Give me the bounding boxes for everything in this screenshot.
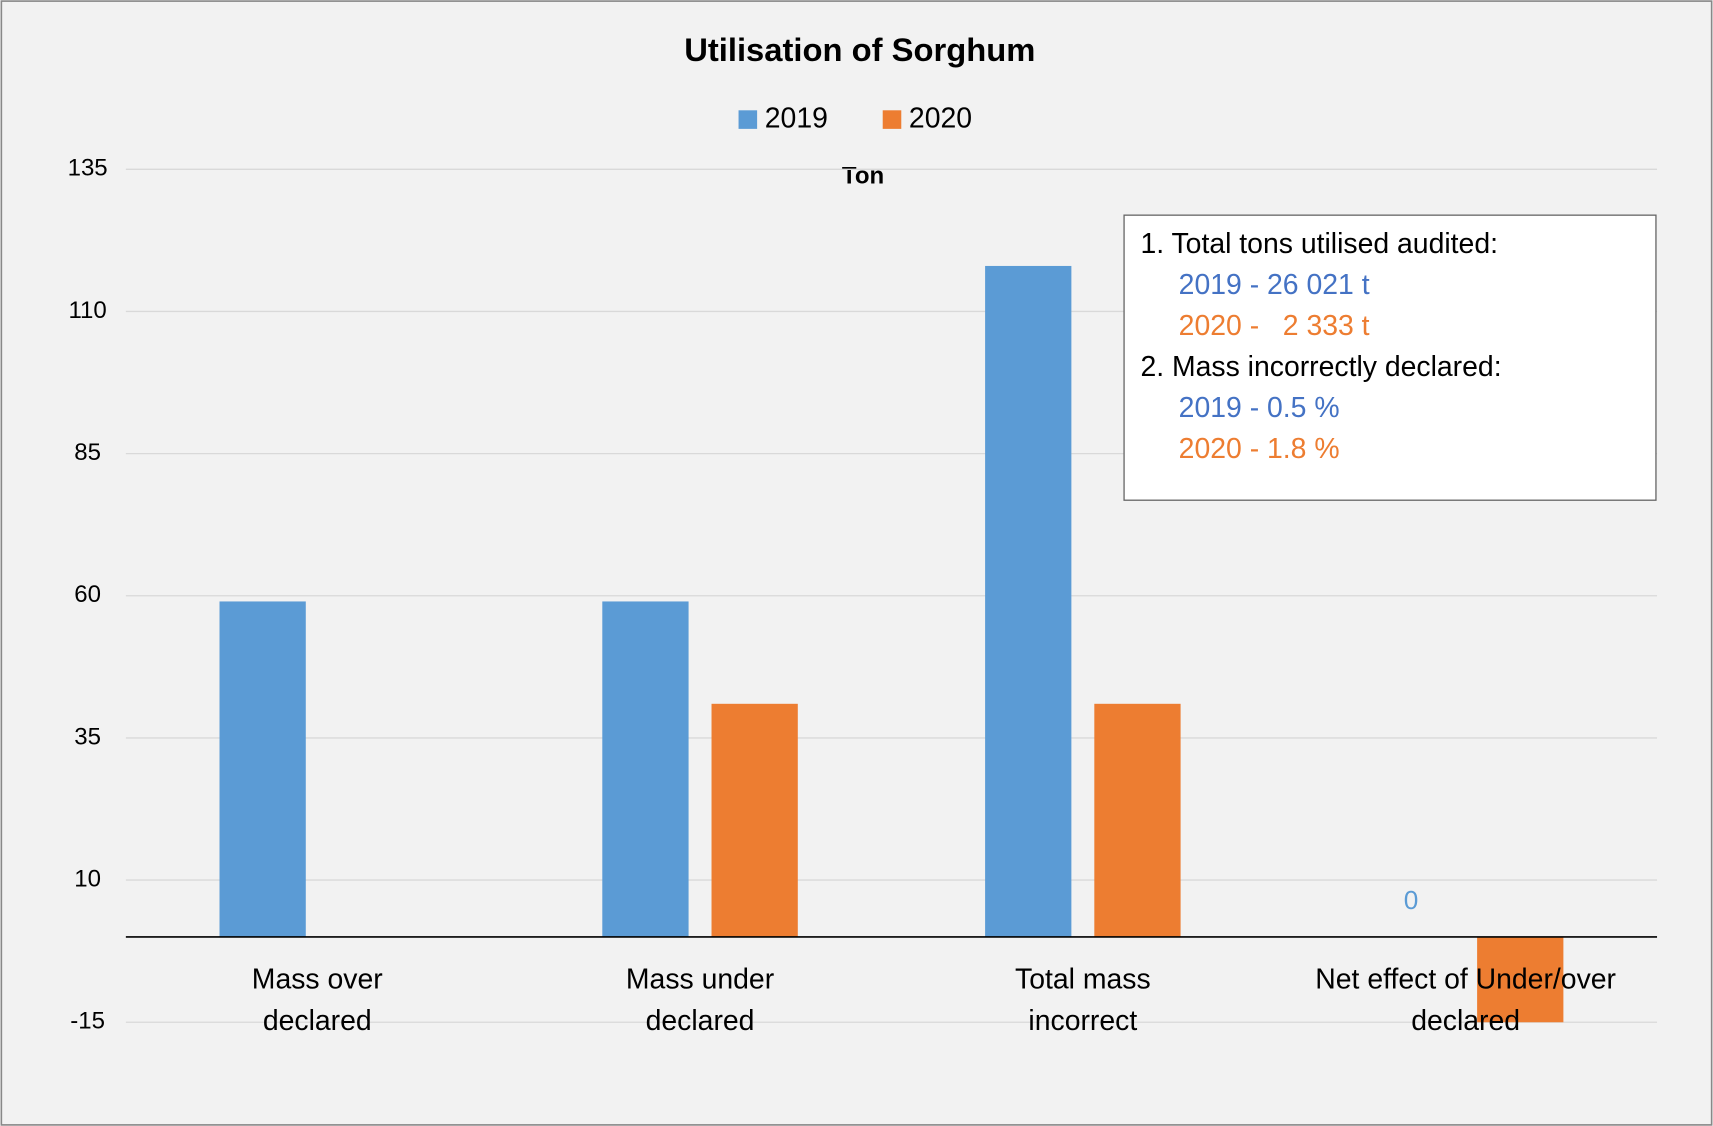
- x-tick-label-line: incorrect: [1028, 1005, 1137, 1037]
- legend-label: 2020: [909, 103, 972, 135]
- legend-swatch: [738, 110, 758, 129]
- bar: [985, 265, 1072, 937]
- x-tick-label-line: Mass over: [252, 963, 383, 995]
- annotation-line: 2020 - 2 333 t: [1179, 310, 1370, 342]
- bar: [602, 601, 689, 937]
- annotation-box: [1123, 214, 1657, 501]
- bar: [711, 703, 798, 937]
- x-tick-label-line: Net effect of Under/over: [1315, 963, 1616, 995]
- x-tick-label-line: Total mass: [1015, 963, 1151, 995]
- x-tick-label-line: declared: [646, 1005, 755, 1037]
- y-tick-label: 85: [74, 439, 101, 466]
- x-tick-label-line: declared: [1411, 1005, 1520, 1037]
- y-tick-label: -15: [70, 1008, 105, 1035]
- annotation-line: 2020 - 1.8 %: [1179, 433, 1340, 465]
- chart-title: Utilisation of Sorghum: [684, 31, 1035, 68]
- bar: [219, 601, 306, 937]
- bar: [1094, 703, 1181, 937]
- bar: [1477, 936, 1564, 1023]
- x-tick-label: Mass under declared: [626, 963, 774, 1037]
- legend-label: 2019: [765, 103, 828, 135]
- y-tick-label: 60: [74, 581, 101, 608]
- legend-swatch: [882, 110, 902, 129]
- annotation-line: 2019 - 26 021 t: [1179, 269, 1370, 301]
- x-tick-label-line: Mass under: [626, 963, 774, 995]
- y-tick-label: 110: [68, 297, 106, 324]
- annotation-line: 2. Mass incorrectly declared:: [1140, 351, 1501, 383]
- x-tick-label: Total mass incorrect: [1015, 963, 1151, 1037]
- y-axis-title: Ton: [842, 162, 884, 189]
- y-tick-label: 135: [68, 155, 108, 182]
- y-tick-label: 35: [74, 723, 101, 750]
- x-tick-label: Mass over declared: [252, 963, 383, 1037]
- data-label: 0: [1404, 885, 1419, 915]
- annotation-line: 1. Total tons utilised audited:: [1140, 228, 1498, 260]
- y-tick-label: 10: [74, 865, 101, 892]
- annotation-line: 2019 - 0.5 %: [1179, 392, 1340, 424]
- x-tick-label-line: declared: [263, 1005, 372, 1037]
- x-tick-label: Net effect of Under/over declared: [1315, 963, 1616, 1037]
